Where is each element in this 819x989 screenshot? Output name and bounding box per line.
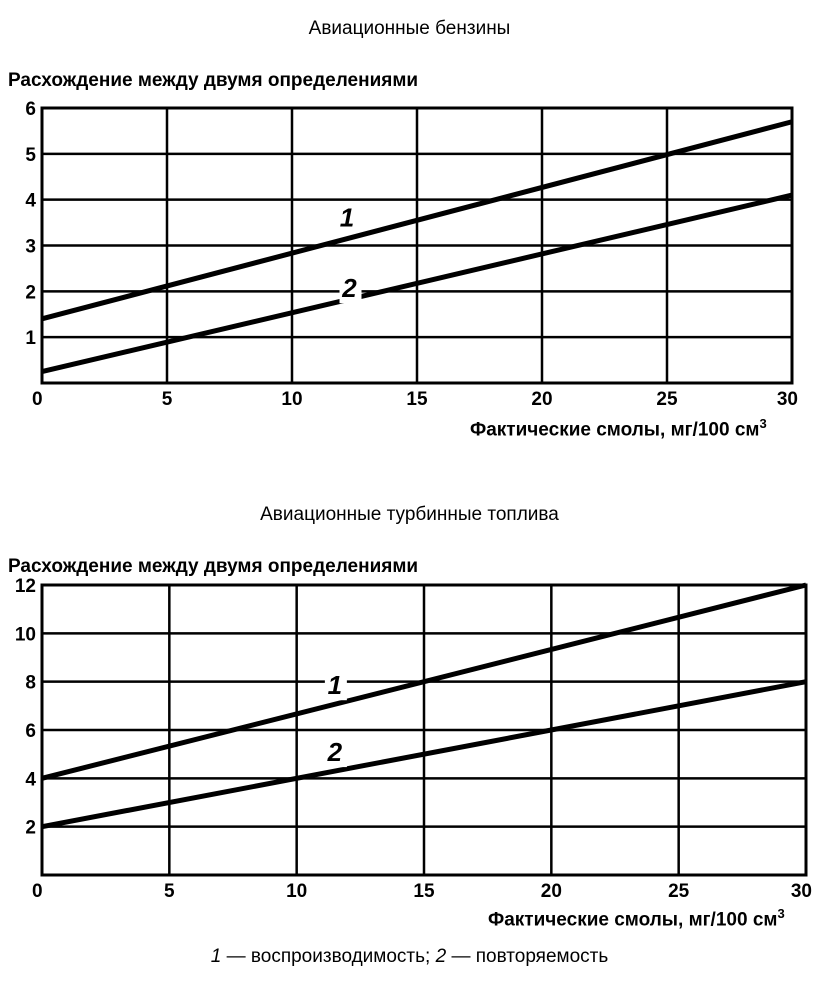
caption-series2-text: — повторяемость bbox=[446, 946, 609, 967]
chart1-title: Авиационные бензины bbox=[308, 18, 511, 39]
chart2-xtick-label: 0 bbox=[32, 881, 43, 902]
chart2-series-1-line bbox=[41, 582, 807, 781]
chart1-series-2-line bbox=[41, 192, 793, 374]
chart1-series-2-label: 2 bbox=[341, 273, 357, 303]
chart2-xtick-label: 10 bbox=[286, 881, 307, 902]
chart1-xtick-label: 20 bbox=[531, 389, 552, 410]
chart2-series-2-line bbox=[41, 679, 807, 830]
chart2-xlabel-text: Фактические смолы, мг/100 см bbox=[488, 909, 778, 931]
chart2-series-2-label: 2 bbox=[327, 737, 343, 767]
chart2-xtick-label: 5 bbox=[164, 881, 175, 902]
chart2-frame bbox=[40, 583, 808, 877]
chart1-ytick-label: 5 bbox=[25, 145, 36, 166]
chart2-series-1-label-bg bbox=[324, 674, 347, 701]
chart2-xlabel-sup: 3 bbox=[777, 906, 785, 921]
caption-series1-number: 1 bbox=[210, 946, 222, 967]
chart1-xtick-label: 5 bbox=[162, 389, 173, 410]
chart2-xtick-label: 25 bbox=[668, 881, 690, 902]
chart1-ylabel: Расхождение между двумя определениями bbox=[8, 70, 419, 91]
chart2-series-2-label-bg bbox=[324, 741, 347, 768]
chart1-ytick-label: 4 bbox=[25, 191, 36, 212]
chart1-series-1-line bbox=[41, 119, 793, 322]
chart1-ytick-label: 3 bbox=[25, 237, 36, 258]
chart1-plot: 0 5 10 15 20 25 30 1 2 3 4 5 6 1 2 bbox=[25, 99, 798, 410]
chart2-title: Авиационные турбинные топлива bbox=[260, 504, 559, 525]
chart2-ytick-label: 12 bbox=[15, 576, 36, 597]
chart2-series-1-label: 1 bbox=[328, 670, 342, 700]
chart2-xtick-label: 20 bbox=[541, 881, 562, 902]
chart2-xtick-label: 15 bbox=[413, 881, 435, 902]
chart1-xtick-label: 30 bbox=[777, 389, 798, 410]
chart1-xtick-label: 25 bbox=[656, 389, 678, 410]
chart1-series-1-label-bg bbox=[337, 206, 359, 233]
chart2-ytick-label: 10 bbox=[15, 624, 36, 645]
chart2-ytick-label: 6 bbox=[25, 721, 36, 742]
chart1-ytick-label: 6 bbox=[25, 99, 36, 120]
chart1-series-1-label: 1 bbox=[340, 203, 354, 233]
chart1-ytick-label: 2 bbox=[25, 282, 36, 303]
chart1-ytick-label: 1 bbox=[25, 328, 36, 349]
chart1-xtick-label: 15 bbox=[406, 389, 428, 410]
chart2-ytick-label: 4 bbox=[25, 769, 36, 790]
chart2-ylabel: Расхождение между двумя определениями bbox=[8, 556, 419, 577]
chart2-ytick-label: 8 bbox=[25, 673, 36, 694]
caption-series2-number: 2 bbox=[435, 946, 447, 967]
chart1-series-2-label-bg bbox=[339, 277, 362, 304]
caption-series1-text: — воспроизводимость; bbox=[221, 946, 436, 967]
chart1-xtick-label: 0 bbox=[32, 389, 43, 410]
chart2-xtick-label: 30 bbox=[791, 881, 812, 902]
chart1-xlabel: Фактические смолы, мг/100 см3 bbox=[470, 416, 767, 441]
chart1-xlabel-sup: 3 bbox=[759, 416, 767, 431]
legend-caption: 1 — воспроизводимость; 2 — повторяемость bbox=[0, 946, 819, 968]
chart1-xtick-label: 10 bbox=[281, 389, 302, 410]
chart2-xlabel: Фактические смолы, мг/100 см3 bbox=[488, 906, 785, 931]
chart2-ytick-label: 2 bbox=[25, 818, 36, 839]
chart1-frame bbox=[40, 106, 794, 385]
chart1-xlabel-text: Фактические смолы, мг/100 см bbox=[470, 419, 760, 441]
